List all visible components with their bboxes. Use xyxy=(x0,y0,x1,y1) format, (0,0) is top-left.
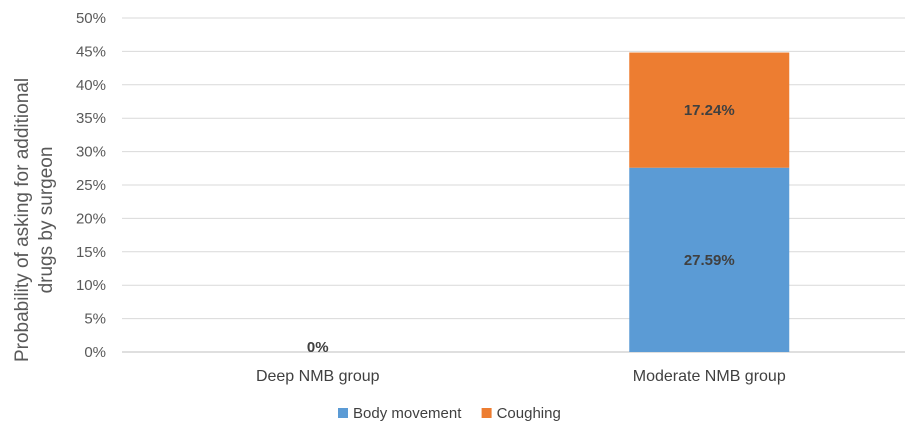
data-label: 17.24% xyxy=(684,102,735,119)
y-tick-label: 25% xyxy=(76,177,106,194)
bar-body-movement xyxy=(629,167,790,352)
gridlines xyxy=(122,17,905,353)
bar-coughing xyxy=(629,52,790,168)
legend-label: Coughing xyxy=(497,405,561,422)
data-labels: 0% 27.59% 17.24% xyxy=(307,102,735,356)
bars xyxy=(629,52,790,352)
legend-swatch xyxy=(481,408,492,418)
y-axis-label-line: Probability of asking for additional xyxy=(12,78,33,362)
y-tick-label: 15% xyxy=(76,244,106,261)
y-axis-label-line: drugs by surgeon xyxy=(36,147,57,294)
y-tick-label: 0% xyxy=(84,344,106,361)
x-axis-categories: Deep NMB group Moderate NMB group xyxy=(256,368,786,385)
legend-label: Body movement xyxy=(353,405,462,422)
data-label: 0% xyxy=(307,339,329,356)
y-tick-label: 10% xyxy=(76,277,106,294)
y-axis-label: Probability of asking for additional drug… xyxy=(12,78,57,362)
y-tick-label: 45% xyxy=(76,43,106,60)
y-axis-ticks: 0% 5% 10% 15% 20% 25% 30% 35% 40% 45% 50% xyxy=(76,10,106,361)
x-category-label: Deep NMB group xyxy=(256,368,380,385)
y-tick-label: 5% xyxy=(84,311,106,328)
y-tick-label: 30% xyxy=(76,144,106,161)
data-label: 27.59% xyxy=(684,252,735,269)
y-tick-label: 50% xyxy=(76,10,106,27)
x-category-label: Moderate NMB group xyxy=(633,368,786,385)
y-tick-label: 35% xyxy=(76,110,106,127)
y-tick-label: 20% xyxy=(76,210,106,227)
legend-swatch xyxy=(338,408,348,418)
legend: Body movement Coughing xyxy=(338,405,561,422)
y-tick-label: 40% xyxy=(76,77,106,94)
